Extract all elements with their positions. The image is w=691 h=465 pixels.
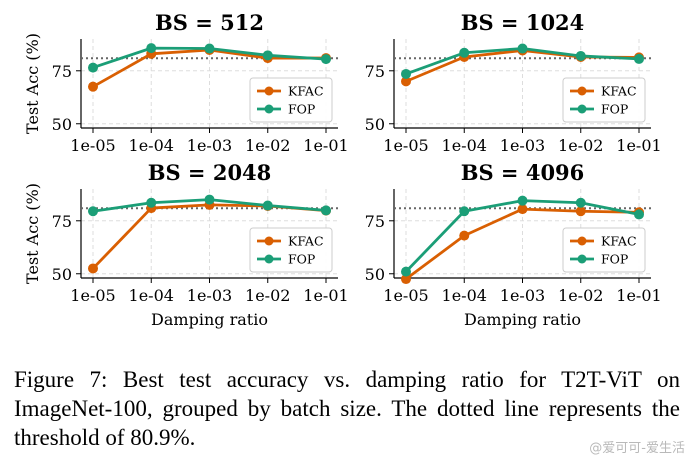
y-tick-label: 50 (365, 115, 385, 134)
legend-label: FOP (288, 252, 315, 267)
x-axis-label: Damping ratio (464, 310, 581, 329)
watermark: @爱可可-爱生活 (589, 441, 685, 456)
data-point-fop (321, 54, 331, 65)
y-axis-label: Test Acc (%) (23, 183, 42, 284)
legend-label: FOP (601, 102, 628, 117)
data-point-fop (88, 206, 98, 217)
legend-label: FOP (601, 252, 628, 267)
x-tick-label: 1e-02 (558, 286, 603, 305)
x-tick-label: 1e-01 (303, 286, 348, 305)
y-tick-label: 50 (52, 265, 72, 284)
legend-marker-fop (577, 104, 587, 114)
y-axis-label: Test Acc (%) (23, 33, 42, 134)
data-point-fop (204, 43, 215, 54)
x-tick-label: 1e-04 (129, 286, 174, 305)
x-tick-label: 1e-03 (187, 136, 232, 155)
x-tick-label: 1e-03 (187, 286, 232, 305)
chart-title: BS = 1024 (461, 10, 585, 35)
legend: KFAC FOP (249, 77, 333, 123)
legend-marker-fop (577, 254, 587, 264)
chart-title: BS = 512 (155, 10, 264, 35)
data-point-kfac (88, 81, 98, 92)
x-axis-label: Damping ratio (151, 310, 268, 329)
data-point-fop (262, 200, 273, 211)
x-tick-label: 1e-02 (245, 286, 290, 305)
data-point-fop (88, 62, 98, 73)
chart-panel-4: 1e-05 1e-04 1e-03 1e-02 1e-01 75 50 BS = 4096 Da… (365, 160, 662, 329)
x-tick-label: 1e-01 (616, 286, 661, 305)
x-tick-label: 1e-04 (129, 136, 174, 155)
data-point-fop (146, 197, 157, 208)
legend-marker-fop (264, 254, 274, 264)
data-point-kfac (517, 204, 528, 215)
data-point-fop (575, 197, 586, 208)
y-tick-label: 75 (365, 62, 385, 81)
data-point-kfac (459, 230, 470, 241)
legend-marker-kfac (264, 86, 274, 96)
chart-title: BS = 2048 (148, 160, 272, 185)
x-tick-label: 1e-05 (70, 136, 115, 155)
data-point-fop (575, 50, 586, 61)
legend-label: KFAC (288, 234, 324, 249)
chart-title: BS = 4096 (461, 160, 585, 185)
figure-panels: 1e-05 1e-04 1e-03 1e-02 1e-01 75 50 BS = 512 Tes… (23, 10, 662, 329)
legend-label: KFAC (601, 234, 637, 249)
legend: KFAC FOP (562, 227, 646, 273)
data-point-kfac (575, 206, 586, 217)
data-point-fop (401, 68, 411, 79)
legend-label: KFAC (601, 84, 637, 99)
data-point-kfac (88, 263, 98, 274)
x-tick-label: 1e-04 (442, 136, 487, 155)
data-point-fop (401, 266, 411, 277)
y-tick-label: 75 (52, 62, 72, 81)
data-point-fop (321, 205, 331, 216)
x-tick-label: 1e-01 (303, 136, 348, 155)
x-tick-label: 1e-05 (70, 286, 115, 305)
x-tick-label: 1e-04 (442, 286, 487, 305)
x-tick-label: 1e-05 (383, 136, 428, 155)
x-tick-label: 1e-01 (616, 136, 661, 155)
data-point-kfac (401, 76, 411, 87)
data-point-fop (459, 206, 470, 217)
data-point-fop (204, 194, 215, 205)
x-tick-label: 1e-02 (558, 136, 603, 155)
data-point-fop (146, 43, 157, 54)
x-tick-label: 1e-05 (383, 286, 428, 305)
chart-panel-3: 1e-05 1e-04 1e-03 1e-02 1e-01 75 50 BS = 2048 Te… (23, 160, 349, 329)
y-tick-label: 75 (365, 212, 385, 231)
data-point-fop (459, 47, 470, 58)
data-point-fop (634, 53, 644, 64)
data-point-kfac (401, 274, 411, 285)
x-tick-label: 1e-02 (245, 136, 290, 155)
x-tick-label: 1e-03 (500, 286, 545, 305)
data-point-fop (262, 50, 273, 61)
legend-marker-kfac (577, 86, 587, 96)
y-tick-label: 75 (52, 212, 72, 231)
y-tick-label: 50 (52, 115, 72, 134)
data-point-fop (517, 195, 528, 206)
legend-label: KFAC (288, 84, 324, 99)
data-point-fop (634, 209, 644, 220)
legend-marker-kfac (264, 236, 274, 246)
data-point-fop (517, 43, 528, 54)
legend-label: FOP (288, 102, 315, 117)
legend: KFAC FOP (249, 227, 333, 273)
y-tick-label: 50 (365, 265, 385, 284)
x-tick-label: 1e-03 (500, 136, 545, 155)
figure-caption: Figure 7: Best test accuracy vs. damping… (14, 367, 680, 450)
chart-panel-2: 1e-05 1e-04 1e-03 1e-02 1e-01 75 50 BS = 1024 KF… (365, 10, 662, 155)
legend-marker-kfac (577, 236, 587, 246)
chart-panel-1: 1e-05 1e-04 1e-03 1e-02 1e-01 75 50 BS = 512 Tes… (23, 10, 349, 155)
legend-marker-fop (264, 104, 274, 114)
legend: KFAC FOP (562, 77, 646, 123)
